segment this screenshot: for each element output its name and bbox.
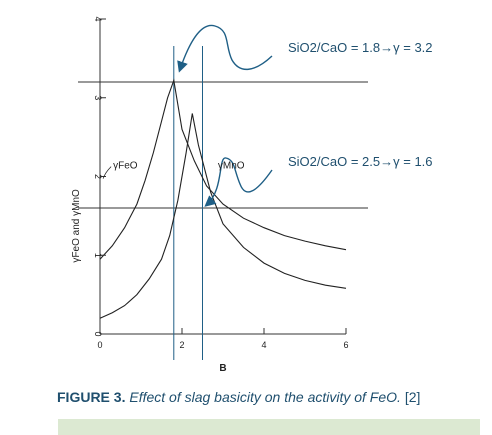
y-tick-label-1: 1 <box>93 253 103 258</box>
y-tick-label-4: 4 <box>93 16 103 21</box>
x-axis-label: B <box>219 363 226 374</box>
annotation-arrow-1 <box>177 24 273 73</box>
decorative-bar <box>58 419 480 435</box>
series-line-1 <box>99 113 347 319</box>
x-tick-label-2: 4 <box>261 340 266 350</box>
y-tick-label-2: 2 <box>93 174 103 179</box>
x-tick-label-0: 0 <box>97 340 102 350</box>
series-line-0 <box>99 78 347 260</box>
annotation-1: SiO2/CaO = 1.8→γ = 3.2 <box>288 40 433 55</box>
y-axis-label: γFeO and γMnO <box>71 189 82 263</box>
y-tick-label-3: 3 <box>93 95 103 100</box>
axis-ticks: 0 2 4 6 0 1 2 3 4 <box>93 16 349 350</box>
series-layer <box>99 78 347 319</box>
annotation-2: SiO2/CaO = 2.5→γ = 1.6 <box>288 154 433 169</box>
reference-lines <box>78 46 368 360</box>
annotation-arrows <box>177 24 273 207</box>
plot-frame <box>99 19 346 335</box>
x-tick-label-3: 6 <box>343 340 348 350</box>
series-label-mno: γMnO <box>218 161 245 172</box>
feo-leader-line <box>102 166 112 179</box>
series-label-feo: γFeO <box>113 161 138 172</box>
caption-figure: FIGURE 3. <box>57 389 126 405</box>
caption-ref: [2] <box>404 389 421 405</box>
x-tick-label-1: 2 <box>179 340 184 350</box>
y-tick-label-0: 0 <box>93 331 103 336</box>
annotation-arrow-2 <box>204 157 273 207</box>
figure-caption: FIGURE 3. Effect of slag basicity on the… <box>57 389 477 405</box>
caption-text: Effect of slag basicity on the activity … <box>129 389 401 405</box>
